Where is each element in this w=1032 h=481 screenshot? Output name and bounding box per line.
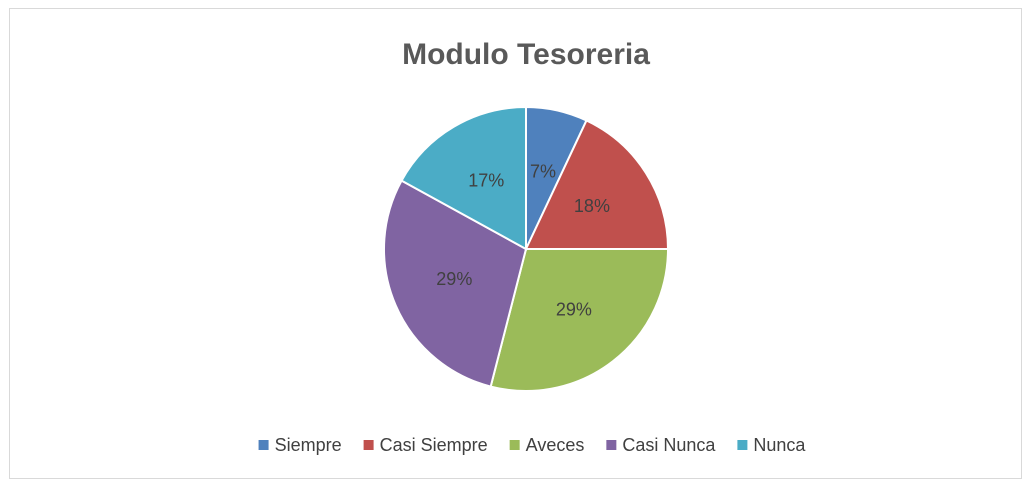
- legend-swatch: [737, 440, 748, 450]
- legend-label: Nunca: [753, 435, 806, 455]
- data-label: 29%: [556, 299, 592, 319]
- pie-slice: [489, 248, 670, 392]
- chart-title: Modulo Tesoreria: [402, 38, 650, 71]
- legend-label: Casi Siempre: [380, 435, 488, 455]
- legend: Siempre Casi Siempre Aveces Casi Nunca Nunca: [258, 435, 806, 455]
- legend-label: Casi Nunca: [622, 435, 716, 455]
- data-label: 18%: [574, 196, 610, 216]
- legend-swatch: [258, 440, 269, 450]
- legend-swatch: [606, 440, 617, 450]
- data-label: 17%: [468, 171, 504, 191]
- legend-swatch: [363, 440, 374, 450]
- data-label: 7%: [530, 162, 556, 182]
- data-label: 29%: [436, 269, 472, 289]
- pie-slice: [524, 119, 670, 250]
- pie-slice: [383, 179, 528, 388]
- legend-label: Aveces: [526, 435, 585, 455]
- legend-swatch: [509, 440, 520, 450]
- pie-slice: [400, 105, 527, 251]
- legend-label: Siempre: [275, 435, 342, 455]
